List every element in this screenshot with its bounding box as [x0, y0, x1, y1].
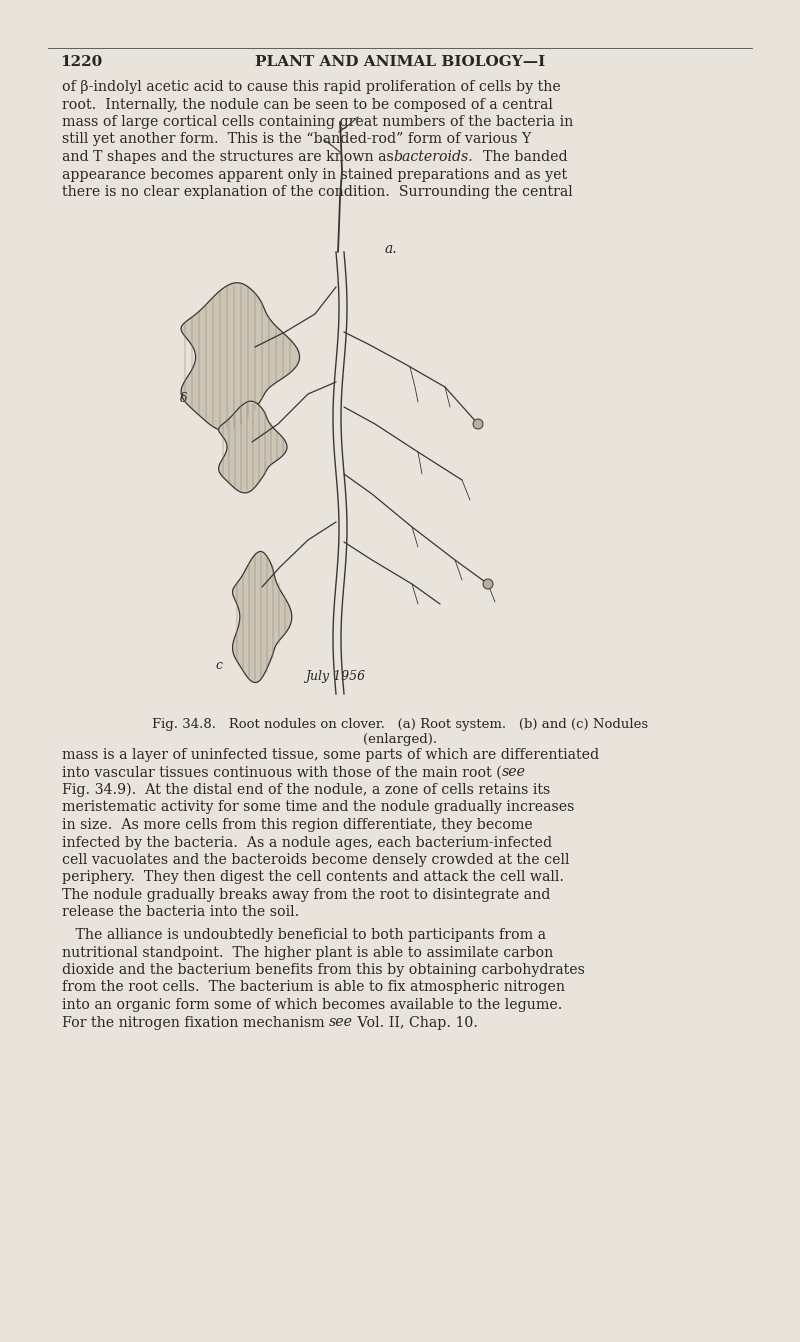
- Text: PLANT AND ANIMAL BIOLOGY—I: PLANT AND ANIMAL BIOLOGY—I: [255, 55, 545, 68]
- Text: nutritional standpoint.  The higher plant is able to assimilate carbon: nutritional standpoint. The higher plant…: [62, 946, 554, 960]
- Text: there is no clear explanation of the condition.  Surrounding the central: there is no clear explanation of the con…: [62, 185, 573, 199]
- Text: release the bacteria into the soil.: release the bacteria into the soil.: [62, 906, 299, 919]
- Text: meristematic activity for some time and the nodule gradually increases: meristematic activity for some time and …: [62, 800, 574, 815]
- Text: in size.  As more cells from this region differentiate, they become: in size. As more cells from this region …: [62, 819, 533, 832]
- Circle shape: [483, 578, 493, 589]
- Text: appearance becomes apparent only in stained preparations and as yet: appearance becomes apparent only in stai…: [62, 168, 567, 181]
- Text: periphery.  They then digest the cell contents and attack the cell wall.: periphery. They then digest the cell con…: [62, 871, 564, 884]
- Polygon shape: [218, 401, 287, 493]
- Text: root.  Internally, the nodule can be seen to be composed of a central: root. Internally, the nodule can be seen…: [62, 98, 553, 111]
- Text: Fig. 34.8.   Root nodules on clover.   (a) Root system.   (b) and (c) Nodules: Fig. 34.8. Root nodules on clover. (a) R…: [152, 718, 648, 731]
- Text: c: c: [215, 659, 222, 672]
- Text: July 1956: July 1956: [305, 670, 365, 683]
- Text: Fig. 34.9).  At the distal end of the nodule, a zone of cells retains its: Fig. 34.9). At the distal end of the nod…: [62, 782, 550, 797]
- Text: Vol. II, Chap. 10.: Vol. II, Chap. 10.: [353, 1016, 478, 1029]
- Text: into an organic form some of which becomes available to the legume.: into an organic form some of which becom…: [62, 998, 562, 1012]
- Text: see: see: [502, 765, 526, 780]
- Text: bacteroids.: bacteroids.: [394, 150, 474, 164]
- Text: and T shapes and the structures are known as: and T shapes and the structures are know…: [62, 150, 394, 164]
- Polygon shape: [233, 552, 292, 683]
- Text: into vascular tissues continuous with those of the main root (: into vascular tissues continuous with th…: [62, 765, 502, 780]
- Text: see: see: [329, 1016, 353, 1029]
- Text: The nodule gradually breaks away from the root to disintegrate and: The nodule gradually breaks away from th…: [62, 888, 550, 902]
- Text: δ: δ: [180, 392, 187, 405]
- Text: (enlarged).: (enlarged).: [363, 733, 437, 746]
- Text: of β-indolyl acetic acid to cause this rapid proliferation of cells by the: of β-indolyl acetic acid to cause this r…: [62, 81, 561, 94]
- Text: The alliance is undoubtedly beneficial to both participants from a: The alliance is undoubtedly beneficial t…: [62, 929, 546, 942]
- Text: cell vacuolates and the bacteroids become densely crowded at the cell: cell vacuolates and the bacteroids becom…: [62, 854, 570, 867]
- Text: a.: a.: [385, 242, 398, 256]
- Text: from the root cells.  The bacterium is able to fix atmospheric nitrogen: from the root cells. The bacterium is ab…: [62, 981, 565, 994]
- Text: For the nitrogen fixation mechanism: For the nitrogen fixation mechanism: [62, 1016, 329, 1029]
- Text: still yet another form.  This is the “banded-rod” form of various Y: still yet another form. This is the “ban…: [62, 133, 531, 146]
- Text: mass is a layer of uninfected tissue, some parts of which are differentiated: mass is a layer of uninfected tissue, so…: [62, 747, 599, 762]
- Text: 1220: 1220: [60, 55, 102, 68]
- Text: mass of large cortical cells containing great numbers of the bacteria in: mass of large cortical cells containing …: [62, 115, 574, 129]
- Circle shape: [473, 419, 483, 429]
- Polygon shape: [181, 283, 300, 431]
- Text: The banded: The banded: [474, 150, 567, 164]
- Text: infected by the bacteria.  As a nodule ages, each bacterium-infected: infected by the bacteria. As a nodule ag…: [62, 836, 552, 849]
- Text: dioxide and the bacterium benefits from this by obtaining carbohydrates: dioxide and the bacterium benefits from …: [62, 964, 585, 977]
